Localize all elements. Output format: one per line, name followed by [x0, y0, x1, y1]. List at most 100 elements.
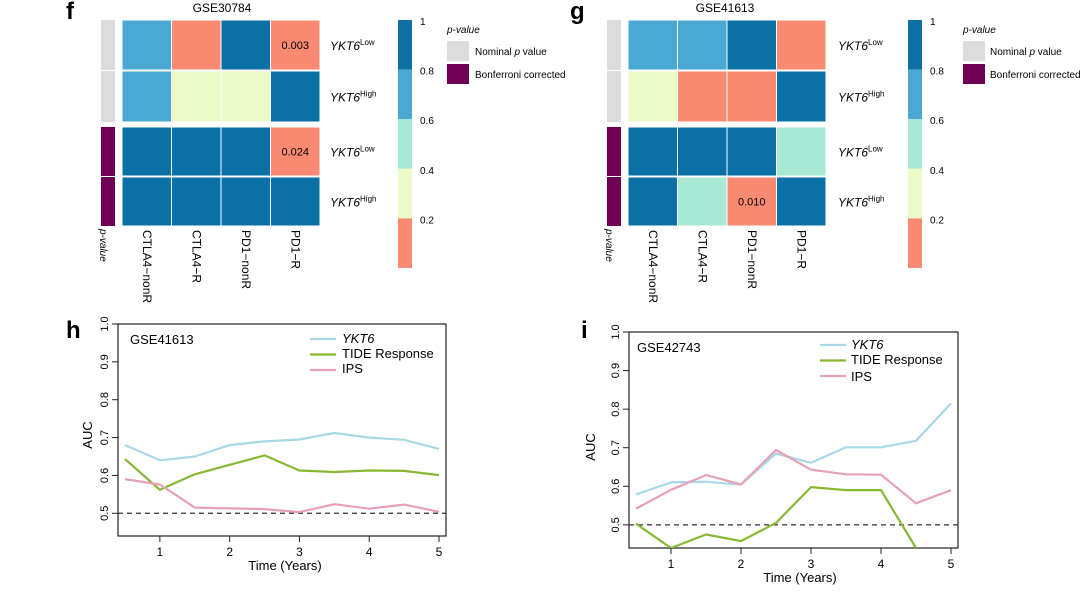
y-tick-label: 1.0 — [610, 324, 622, 339]
x-tick-label: 3 — [808, 557, 815, 571]
x-tick-label: 4 — [366, 545, 373, 559]
line-h-legend-ips-label: IPS — [342, 361, 363, 376]
scale-tick-label: 1 — [930, 17, 936, 28]
heatmap-cell — [171, 70, 222, 123]
heatmap-cell — [121, 19, 172, 71]
heatmap-cell — [726, 176, 777, 227]
scale-tick-label: 0.4 — [930, 166, 944, 177]
heatmap-group-cell — [607, 71, 621, 122]
heatmap-cell — [726, 19, 777, 71]
heatmap-cell — [677, 126, 728, 177]
heatmap-cell-label: 0.003 — [281, 40, 309, 52]
heatmap-cell — [220, 19, 271, 71]
y-tick-label: 0.6 — [99, 468, 111, 483]
heatmap-row-label: YKT6High — [838, 90, 884, 105]
x-tick-label: 4 — [878, 557, 885, 571]
heatmap-cell — [776, 176, 827, 227]
heatmap-cell — [121, 176, 172, 227]
series-line-ips — [635, 448, 952, 510]
panel-letter-g: g — [570, 0, 585, 25]
panel-letter-f: f — [66, 0, 75, 25]
line-chart-i: 1 2 3 4 5 0.5 0.6 0.7 0.8 0.9 1.0 — [610, 324, 959, 571]
heatmap-column-label: PD1−R — [794, 230, 808, 269]
heatmap-row-label: YKT6Low — [330, 38, 375, 53]
heatmap-f-legend: p-value Nominal p value Bonferroni corre… — [446, 25, 566, 84]
heatmap-cell — [270, 70, 321, 123]
y-tick-label: 0.9 — [610, 363, 622, 378]
scale-tick-label: 0.6 — [930, 116, 944, 127]
y-tick-label: 0.7 — [610, 440, 622, 455]
y-tick-label: 1.0 — [99, 316, 111, 331]
legend-pvalue-title: p-value — [962, 25, 996, 36]
scale-segment — [398, 168, 412, 219]
scale-segment — [908, 168, 922, 219]
heatmap-f: 0.003 YKT6Low YKT6High 0.024 YKT6Low YKT6High… — [101, 17, 434, 303]
heatmap-cell — [220, 126, 271, 177]
line-i-ylabel: AUC — [583, 433, 598, 460]
line-h-xlabel: Time (Years) — [248, 558, 321, 573]
heatmap-g-side-label: p-value — [603, 228, 614, 262]
legend-bonferroni-label: Bonferroni corrected — [990, 70, 1080, 81]
heatmap-cell — [220, 176, 271, 227]
heatmap-cell — [726, 70, 777, 123]
heatmap-cell — [270, 126, 321, 177]
x-tick-label: 5 — [948, 557, 955, 571]
scale-tick-label: 0.8 — [930, 67, 944, 78]
heatmap-cell — [677, 19, 728, 71]
scale-segment — [398, 119, 412, 169]
heatmap-cell — [627, 70, 678, 123]
heatmap-row-label: YKT6High — [330, 90, 376, 105]
y-tick-label: 0.8 — [99, 392, 111, 407]
scale-segment — [398, 20, 412, 70]
heatmap-row-label: YKT6Low — [330, 145, 375, 160]
chart-marks: 0.003 YKT6Low YKT6High 0.024 YKT6Low YKT6High… — [99, 17, 959, 571]
scale-tick-label: 0.4 — [420, 166, 434, 177]
heatmap-cell — [171, 19, 222, 71]
y-tick-label: 0.8 — [610, 401, 622, 416]
legend-nominal-label: Nominal p value — [475, 47, 547, 58]
heatmap-cell — [726, 126, 777, 177]
line-h-legend-tide-label: TIDE Response — [342, 346, 434, 361]
plot-frame — [117, 323, 447, 537]
heatmap-cell — [627, 176, 678, 227]
heatmap-f-title: GSE30784 — [193, 1, 252, 15]
legend-pvalue-title: p-value — [446, 25, 480, 36]
heatmap-cell — [220, 70, 271, 123]
line-i-legend-yk-label: YKT6 — [851, 337, 884, 352]
heatmap-cell — [627, 126, 678, 177]
heatmap-cell — [270, 176, 321, 227]
x-tick-label: 3 — [296, 545, 303, 559]
heatmap-group-cell — [101, 177, 115, 226]
heatmap-cell — [171, 126, 222, 177]
x-tick-label: 2 — [738, 557, 745, 571]
heatmap-cell — [776, 70, 827, 123]
panel-letter-h: h — [66, 317, 81, 344]
heatmap-row-label: YKT6High — [330, 195, 376, 210]
legend-nominal-swatch — [963, 41, 985, 61]
heatmap-column-label: CTLA4−nonR — [646, 230, 660, 303]
legend-bonferroni-swatch — [963, 64, 985, 84]
series-line-tide-response — [635, 486, 917, 548]
line-i-xlabel: Time (Years) — [763, 570, 836, 585]
y-tick-label: 0.5 — [99, 506, 111, 521]
scale-segment — [398, 218, 412, 268]
scale-tick-label: 0.8 — [420, 67, 434, 78]
line-h-title: GSE41613 — [130, 332, 194, 347]
legend-bonferroni-label: Bonferroni corrected — [475, 70, 566, 81]
scale-tick-label: 0.2 — [420, 215, 434, 226]
line-i-legend-ips-label: IPS — [851, 369, 872, 384]
heatmap-cell — [776, 19, 827, 71]
scale-segment — [908, 69, 922, 120]
heatmap-g: YKT6Low YKT6High YKT6Low 0.010 YKT6High CTLA4… — [607, 17, 944, 303]
panel-letter-i: i — [581, 317, 588, 344]
y-tick-label: 0.9 — [99, 354, 111, 369]
heatmap-row-label: YKT6Low — [838, 145, 883, 160]
heatmap-group-cell — [607, 177, 621, 226]
x-tick-label: 1 — [157, 545, 164, 559]
heatmap-row-label: YKT6Low — [838, 38, 883, 53]
x-tick-label: 1 — [668, 557, 675, 571]
heatmap-group-cell — [101, 71, 115, 122]
heatmap-cell — [270, 19, 321, 71]
heatmap-column-label: CTLA4−nonR — [140, 230, 154, 303]
